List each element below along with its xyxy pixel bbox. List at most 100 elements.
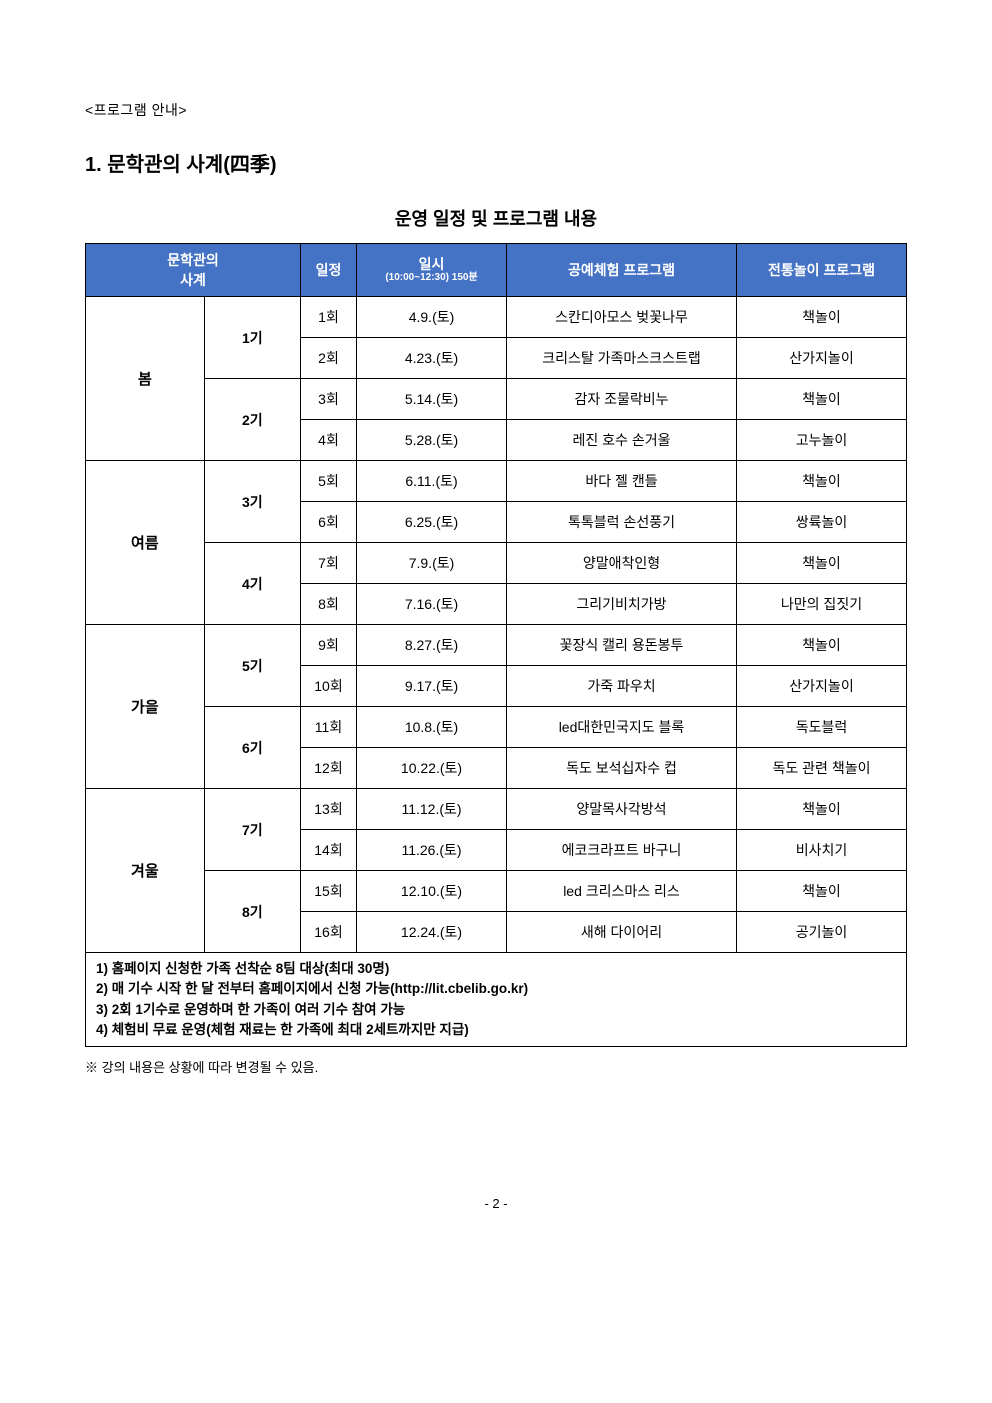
table-row: 봄1기1회4.9.(토)스칸디아모스 벚꽃나무책놀이 [86, 297, 907, 338]
pre-heading: <프로그램 안내> [85, 100, 907, 120]
header-traditional: 전통놀이 프로그램 [737, 244, 907, 297]
craft-cell: led 크리스마스 리스 [507, 871, 737, 912]
craft-cell: 새해 다이어리 [507, 912, 737, 953]
session-cell: 15회 [301, 871, 357, 912]
session-cell: 6회 [301, 502, 357, 543]
date-cell: 4.9.(토) [357, 297, 507, 338]
craft-cell: 톡톡블럭 손선풍기 [507, 502, 737, 543]
date-cell: 5.28.(토) [357, 420, 507, 461]
sub-heading: 운영 일정 및 프로그램 내용 [85, 205, 907, 231]
craft-cell: 양말목사각방석 [507, 789, 737, 830]
date-cell: 7.9.(토) [357, 543, 507, 584]
session-cell: 5회 [301, 461, 357, 502]
table-header: 문학관의 사계 일정 일시 (10:00~12:30) 150분 공예체험 프로… [86, 244, 907, 297]
note-line: 2) 매 기수 시작 한 달 전부터 홈페이지에서 신청 가능(http://l… [96, 979, 896, 999]
session-cell: 13회 [301, 789, 357, 830]
date-cell: 11.12.(토) [357, 789, 507, 830]
traditional-cell: 나만의 집짓기 [737, 584, 907, 625]
date-cell: 12.24.(토) [357, 912, 507, 953]
session-cell: 16회 [301, 912, 357, 953]
session-cell: 1회 [301, 297, 357, 338]
period-cell: 6기 [204, 707, 300, 789]
table-row: 가을5기9회8.27.(토)꽃장식 캘리 용돈봉투책놀이 [86, 625, 907, 666]
header-date-sub: (10:00~12:30) 150분 [361, 272, 502, 284]
period-cell: 1기 [204, 297, 300, 379]
craft-cell: 그리기비치가방 [507, 584, 737, 625]
schedule-table: 문학관의 사계 일정 일시 (10:00~12:30) 150분 공예체험 프로… [85, 243, 907, 1047]
table-row: 겨울7기13회11.12.(토)양말목사각방석책놀이 [86, 789, 907, 830]
craft-cell: 가죽 파우치 [507, 666, 737, 707]
session-cell: 9회 [301, 625, 357, 666]
session-cell: 3회 [301, 379, 357, 420]
traditional-cell: 독도 관련 책놀이 [737, 748, 907, 789]
craft-cell: 감자 조물락비누 [507, 379, 737, 420]
table-row: 8기15회12.10.(토)led 크리스마스 리스책놀이 [86, 871, 907, 912]
craft-cell: 바다 젤 캔들 [507, 461, 737, 502]
date-cell: 6.11.(토) [357, 461, 507, 502]
season-cell: 여름 [86, 461, 205, 625]
craft-cell: 에코크라프트 바구니 [507, 830, 737, 871]
footnote: ※ 강의 내용은 상황에 따라 변경될 수 있음. [85, 1057, 907, 1076]
table-row: 6기11회10.8.(토)led대한민국지도 블록독도블럭 [86, 707, 907, 748]
session-cell: 10회 [301, 666, 357, 707]
page-number: - 2 - [85, 1196, 907, 1211]
traditional-cell: 비사치기 [737, 830, 907, 871]
session-cell: 8회 [301, 584, 357, 625]
traditional-cell: 산가지놀이 [737, 338, 907, 379]
season-cell: 봄 [86, 297, 205, 461]
note-line: 3) 2회 1기수로 운영하며 한 가족이 여러 기수 참여 가능 [96, 1000, 896, 1020]
session-cell: 7회 [301, 543, 357, 584]
period-cell: 3기 [204, 461, 300, 543]
table-row: 2기3회5.14.(토)감자 조물락비누책놀이 [86, 379, 907, 420]
craft-cell: led대한민국지도 블록 [507, 707, 737, 748]
traditional-cell: 책놀이 [737, 379, 907, 420]
craft-cell: 레진 호수 손거울 [507, 420, 737, 461]
main-heading: 1. 문학관의 사계(四季) [85, 148, 907, 177]
period-cell: 5기 [204, 625, 300, 707]
date-cell: 12.10.(토) [357, 871, 507, 912]
session-cell: 2회 [301, 338, 357, 379]
craft-cell: 양말애착인형 [507, 543, 737, 584]
note-line: 1) 홈페이지 신청한 가족 선착순 8팀 대상(최대 30명) [96, 959, 896, 979]
traditional-cell: 쌍륙놀이 [737, 502, 907, 543]
session-cell: 14회 [301, 830, 357, 871]
traditional-cell: 책놀이 [737, 871, 907, 912]
season-cell: 겨울 [86, 789, 205, 953]
period-cell: 8기 [204, 871, 300, 953]
period-cell: 7기 [204, 789, 300, 871]
season-cell: 가을 [86, 625, 205, 789]
date-cell: 6.25.(토) [357, 502, 507, 543]
header-schedule: 일정 [301, 244, 357, 297]
table-row: 여름3기5회6.11.(토)바다 젤 캔들책놀이 [86, 461, 907, 502]
header-craft: 공예체험 프로그램 [507, 244, 737, 297]
traditional-cell: 공기놀이 [737, 912, 907, 953]
traditional-cell: 독도블럭 [737, 707, 907, 748]
header-season: 문학관의 사계 [86, 244, 301, 297]
date-cell: 7.16.(토) [357, 584, 507, 625]
craft-cell: 독도 보석십자수 컵 [507, 748, 737, 789]
session-cell: 4회 [301, 420, 357, 461]
session-cell: 11회 [301, 707, 357, 748]
craft-cell: 꽃장식 캘리 용돈봉투 [507, 625, 737, 666]
date-cell: 11.26.(토) [357, 830, 507, 871]
period-cell: 2기 [204, 379, 300, 461]
traditional-cell: 산가지놀이 [737, 666, 907, 707]
note-line: 4) 체험비 무료 운영(체험 재료는 한 가족에 최대 2세트까지만 지급) [96, 1020, 896, 1040]
date-cell: 10.22.(토) [357, 748, 507, 789]
table-body: 봄1기1회4.9.(토)스칸디아모스 벚꽃나무책놀이2회4.23.(토)크리스탈… [86, 297, 907, 1047]
traditional-cell: 책놀이 [737, 543, 907, 584]
traditional-cell: 책놀이 [737, 461, 907, 502]
craft-cell: 스칸디아모스 벚꽃나무 [507, 297, 737, 338]
traditional-cell: 책놀이 [737, 625, 907, 666]
traditional-cell: 고누놀이 [737, 420, 907, 461]
header-date-main: 일시 [361, 256, 502, 273]
header-date: 일시 (10:00~12:30) 150분 [357, 244, 507, 297]
date-cell: 10.8.(토) [357, 707, 507, 748]
traditional-cell: 책놀이 [737, 297, 907, 338]
date-cell: 8.27.(토) [357, 625, 507, 666]
date-cell: 9.17.(토) [357, 666, 507, 707]
craft-cell: 크리스탈 가족마스크스트랩 [507, 338, 737, 379]
session-cell: 12회 [301, 748, 357, 789]
table-row: 4기7회7.9.(토)양말애착인형책놀이 [86, 543, 907, 584]
date-cell: 5.14.(토) [357, 379, 507, 420]
